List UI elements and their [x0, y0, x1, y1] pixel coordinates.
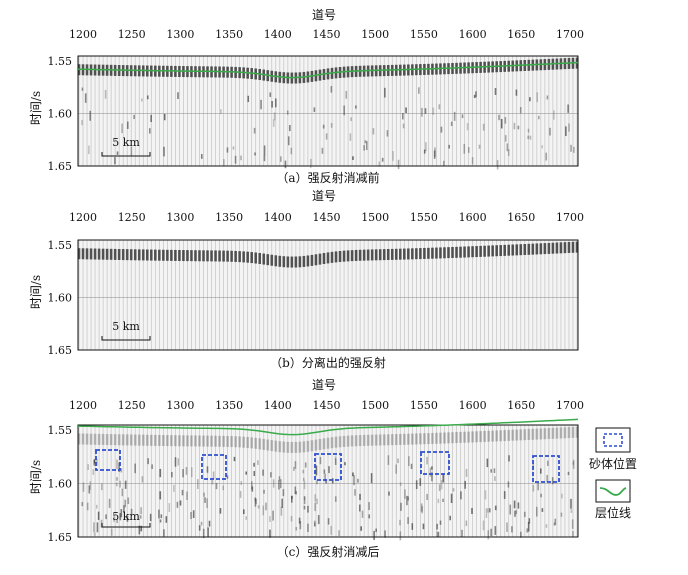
strong-reflection-event	[77, 426, 579, 453]
panel-c-scale-bar-label: 5 km	[112, 510, 140, 523]
panel-b-ylabel: 时间/s	[29, 275, 43, 309]
x-tick-label: 1500	[361, 211, 389, 224]
y-tick-label: 1.65	[48, 344, 73, 357]
x-tick-label: 1450	[313, 399, 341, 412]
panel-b-plot-area	[77, 239, 579, 351]
horizon-line	[77, 418, 579, 436]
x-tick-label: 1200	[69, 28, 97, 41]
legend: 砂体位置 层位线	[589, 427, 637, 520]
x-tick-label: 1450	[313, 28, 341, 41]
panel-a-plot-area	[77, 55, 579, 170]
x-tick-label: 1500	[361, 399, 389, 412]
x-tick-label: 1550	[410, 211, 438, 224]
scale-bar	[101, 523, 151, 528]
panel-c-caption: （c）强反射消减后	[277, 544, 380, 559]
y-tick-label: 1.60	[48, 478, 73, 491]
y-tick-label: 1.55	[48, 239, 73, 252]
x-tick-label: 1400	[264, 211, 292, 224]
x-tick-label: 1600	[459, 211, 487, 224]
plot-frame	[77, 239, 579, 351]
panel-c-ylabel: 时间/s	[29, 460, 43, 494]
y-tick-label: 1.65	[48, 160, 73, 173]
x-tick-label: 1350	[215, 399, 243, 412]
panel-a-xlabel: 道号	[312, 8, 336, 22]
x-tick-label: 1300	[166, 211, 194, 224]
x-tick-label: 1700	[556, 211, 584, 224]
panel-c: 道号 1200 1250 1300 1350 1400 1450 1500 1550 1600 1…	[29, 378, 584, 559]
x-tick-label: 1300	[166, 399, 194, 412]
x-tick-label: 1450	[313, 211, 341, 224]
dashed-box-icon	[595, 427, 631, 453]
weak-events	[81, 86, 575, 170]
x-tick-label: 1350	[215, 28, 243, 41]
x-tick-label: 1550	[410, 28, 438, 41]
seismic-traces	[78, 425, 578, 537]
x-tick-label: 1650	[507, 28, 535, 41]
x-tick-label: 1650	[507, 399, 535, 412]
panel-a-scale-bar-label: 5 km	[112, 136, 140, 149]
seismic-traces	[78, 240, 578, 350]
x-tick-label: 1250	[118, 399, 146, 412]
horizon-line-icon	[595, 479, 631, 503]
plot-frame	[77, 424, 579, 538]
panel-a-caption: （a）强反射消减前	[276, 170, 379, 185]
sand-body-box	[420, 451, 450, 475]
scale-bar	[101, 336, 151, 341]
panel-a-y-ticks: 1.55 1.60 1.65	[48, 55, 73, 173]
horizon-line	[77, 61, 579, 79]
x-tick-label: 1650	[507, 211, 535, 224]
plot-frame	[77, 55, 579, 167]
y-tick-label: 1.60	[48, 108, 73, 121]
panel-c-plot-area	[77, 418, 579, 541]
panel-b-x-ticks: 1200 1250 1300 1350 1400 1450 1500 1550 1600 1650…	[69, 211, 584, 244]
panel-a-x-ticks: 1200 1250 1300 1350 1400 1450 1500 1550 1600 1650…	[69, 28, 584, 60]
sand-body-box	[314, 453, 342, 481]
x-tick-label: 1300	[166, 28, 194, 41]
y-tick-label: 1.55	[48, 424, 73, 437]
y-tick-label: 1.65	[48, 531, 73, 544]
x-tick-label: 1400	[264, 28, 292, 41]
x-tick-label: 1200	[69, 211, 97, 224]
strong-reflection-event	[77, 241, 579, 268]
panel-c-x-ticks: 1200 1250 1300 1350 1400 1450 1500 1550 1600 1650…	[69, 399, 584, 429]
y-tick-label: 1.55	[48, 55, 73, 68]
panel-a-ylabel: 时间/s	[29, 91, 43, 125]
x-tick-label: 1400	[264, 399, 292, 412]
y-tick-label: 1.60	[48, 292, 73, 305]
x-tick-label: 1250	[118, 28, 146, 41]
x-tick-label: 1250	[118, 211, 146, 224]
x-tick-label: 1700	[556, 28, 584, 41]
panel-b-caption: （b）分离出的强反射	[270, 355, 386, 370]
x-tick-label: 1700	[556, 399, 584, 412]
x-tick-label: 1350	[215, 211, 243, 224]
x-tick-label: 1200	[69, 399, 97, 412]
sand-body-box	[201, 454, 227, 480]
panel-b-y-ticks: 1.55 1.60 1.65	[48, 239, 73, 357]
panel-b-xlabel: 道号	[312, 189, 336, 203]
sand-body-box	[95, 449, 121, 471]
x-tick-label: 1600	[459, 28, 487, 41]
sand-body-box	[532, 455, 560, 483]
panel-b: 道号 1200 1250 1300 1350 1400 1450 1500 1550 1600 1…	[29, 189, 584, 370]
legend-label-sand-body: 砂体位置	[589, 456, 637, 471]
scale-bar	[101, 152, 151, 157]
panel-c-xlabel: 道号	[312, 378, 336, 392]
legend-label-horizon: 层位线	[595, 505, 631, 520]
x-tick-label: 1550	[410, 399, 438, 412]
panel-b-scale-bar-label: 5 km	[112, 320, 140, 333]
panel-c-y-ticks: 1.55 1.60 1.65	[48, 424, 73, 544]
x-tick-label: 1600	[459, 399, 487, 412]
panel-a: 道号 1200 1250 1300 1350 1400 1450 1500 1550 1600 1…	[29, 8, 584, 185]
x-tick-label: 1500	[361, 28, 389, 41]
